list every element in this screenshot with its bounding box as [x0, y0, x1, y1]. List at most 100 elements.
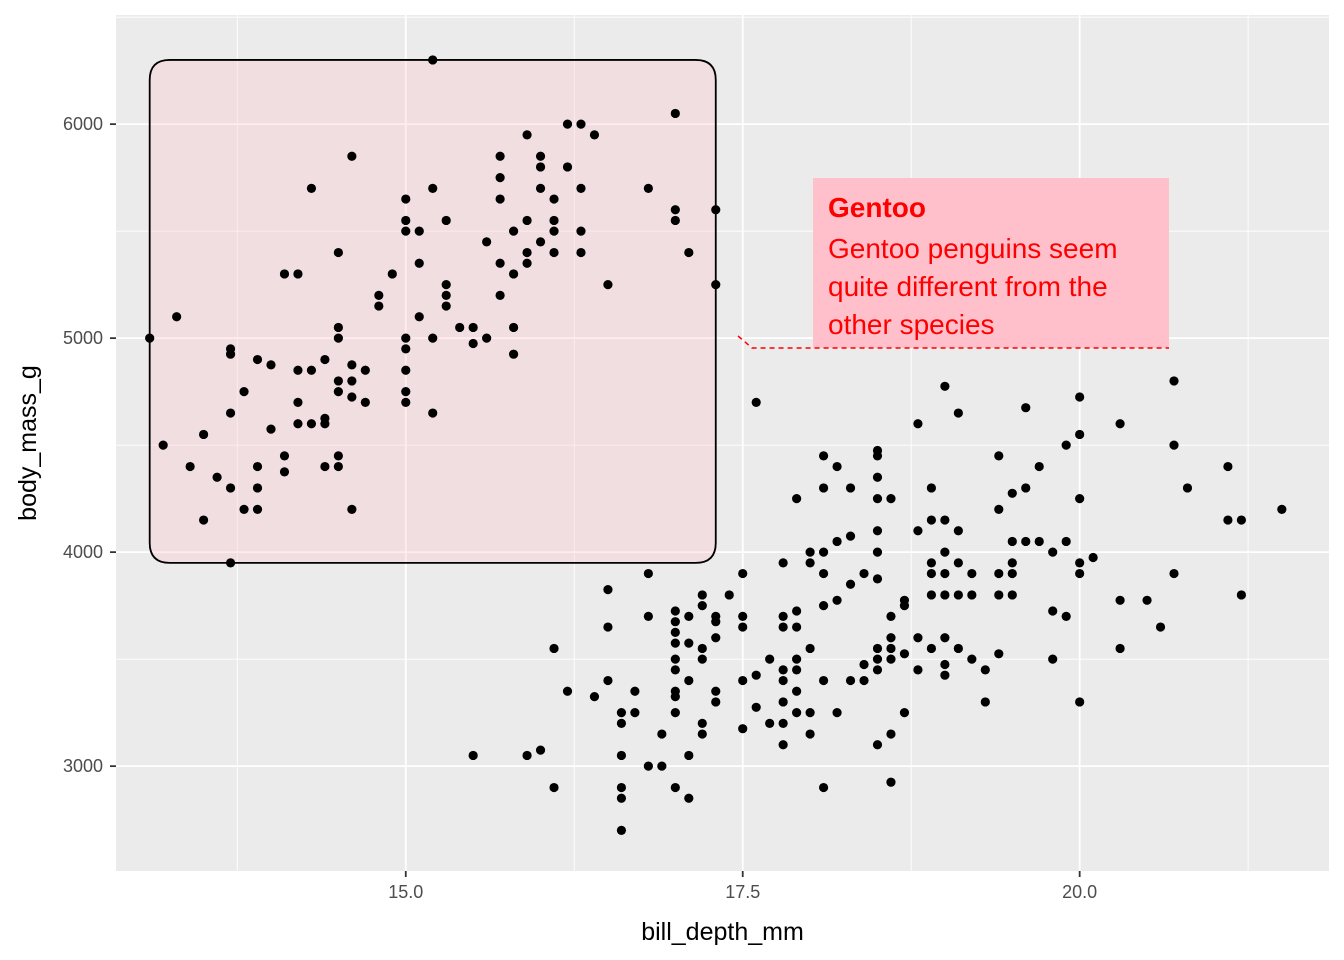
data-points [145, 55, 1287, 835]
annotation-line: quite different from the [828, 271, 1108, 302]
data-point [576, 119, 586, 129]
data-point [832, 536, 842, 547]
data-point [293, 269, 303, 279]
data-point [845, 579, 856, 589]
data-point [953, 526, 963, 536]
data-point [818, 483, 829, 493]
data-point [225, 408, 236, 418]
data-point [926, 515, 937, 525]
data-point [320, 419, 330, 429]
data-point [1075, 697, 1085, 707]
data-point [306, 183, 317, 193]
plot-panel [116, 15, 1329, 871]
data-point [859, 659, 869, 670]
data-point [832, 461, 842, 472]
data-point [1169, 376, 1179, 386]
data-point [401, 226, 411, 236]
data-point [401, 194, 411, 204]
data-point [872, 451, 883, 461]
data-point [279, 269, 290, 279]
data-point [711, 686, 721, 696]
data-point [711, 697, 721, 707]
data-point [1048, 547, 1058, 557]
data-point [818, 547, 829, 557]
data-point [576, 183, 586, 193]
data-point [293, 365, 303, 375]
data-point [778, 697, 788, 707]
data-point [940, 381, 950, 391]
data-point [630, 708, 640, 718]
data-point [778, 665, 788, 675]
data-point [562, 686, 573, 696]
data-point [320, 354, 330, 365]
data-point [225, 349, 236, 359]
data-point [333, 387, 343, 397]
data-point [765, 654, 775, 664]
data-point [765, 718, 775, 728]
data-point [926, 568, 937, 579]
data-point [845, 483, 856, 493]
data-point [306, 365, 317, 375]
data-point [1021, 403, 1031, 413]
data-point [468, 338, 478, 349]
data-point [886, 729, 896, 739]
data-point [603, 584, 613, 595]
data-point [805, 547, 815, 557]
data-point [684, 750, 694, 761]
data-point [482, 237, 492, 247]
data-point [616, 825, 627, 835]
data-point [670, 691, 680, 702]
data-point [401, 215, 411, 226]
data-point [670, 606, 680, 616]
data-point [306, 419, 317, 429]
data-point [697, 729, 707, 739]
data-point [320, 461, 330, 472]
data-point [994, 568, 1004, 579]
data-point [1075, 558, 1085, 568]
data-point [401, 365, 411, 375]
data-point [684, 793, 694, 803]
data-point [967, 568, 977, 579]
x-tick-label: 17.5 [725, 882, 760, 902]
data-point [414, 258, 424, 268]
data-point [347, 360, 357, 370]
data-point [711, 633, 721, 643]
data-point [549, 643, 559, 654]
data-point [872, 547, 883, 557]
data-point [401, 333, 411, 343]
data-point [428, 408, 438, 418]
data-point [1169, 568, 1179, 579]
data-point [616, 793, 627, 803]
data-point [522, 258, 532, 268]
data-point [562, 119, 573, 129]
data-point [697, 654, 707, 664]
data-point [940, 659, 950, 670]
data-point [805, 558, 815, 568]
data-point [670, 654, 680, 664]
data-point [468, 750, 478, 761]
data-point [239, 387, 249, 397]
data-point [886, 494, 896, 504]
y-axis: 3000 4000 5000 6000 [63, 114, 116, 776]
data-point [347, 376, 357, 386]
data-point [1021, 536, 1031, 547]
data-point [818, 601, 829, 611]
data-point [535, 237, 546, 247]
data-point [940, 633, 950, 643]
data-point [428, 183, 438, 193]
data-point [401, 344, 411, 354]
data-point [522, 247, 532, 258]
data-point [401, 397, 411, 407]
data-point [670, 627, 680, 637]
data-point [738, 724, 748, 734]
data-point [616, 718, 627, 728]
data-point [738, 622, 748, 632]
data-point [1048, 654, 1058, 664]
data-point [670, 782, 680, 793]
data-point [347, 392, 357, 402]
data-point [684, 638, 694, 648]
data-point [603, 280, 613, 290]
data-point [508, 226, 519, 236]
data-point [1007, 536, 1017, 547]
data-point [832, 595, 842, 605]
